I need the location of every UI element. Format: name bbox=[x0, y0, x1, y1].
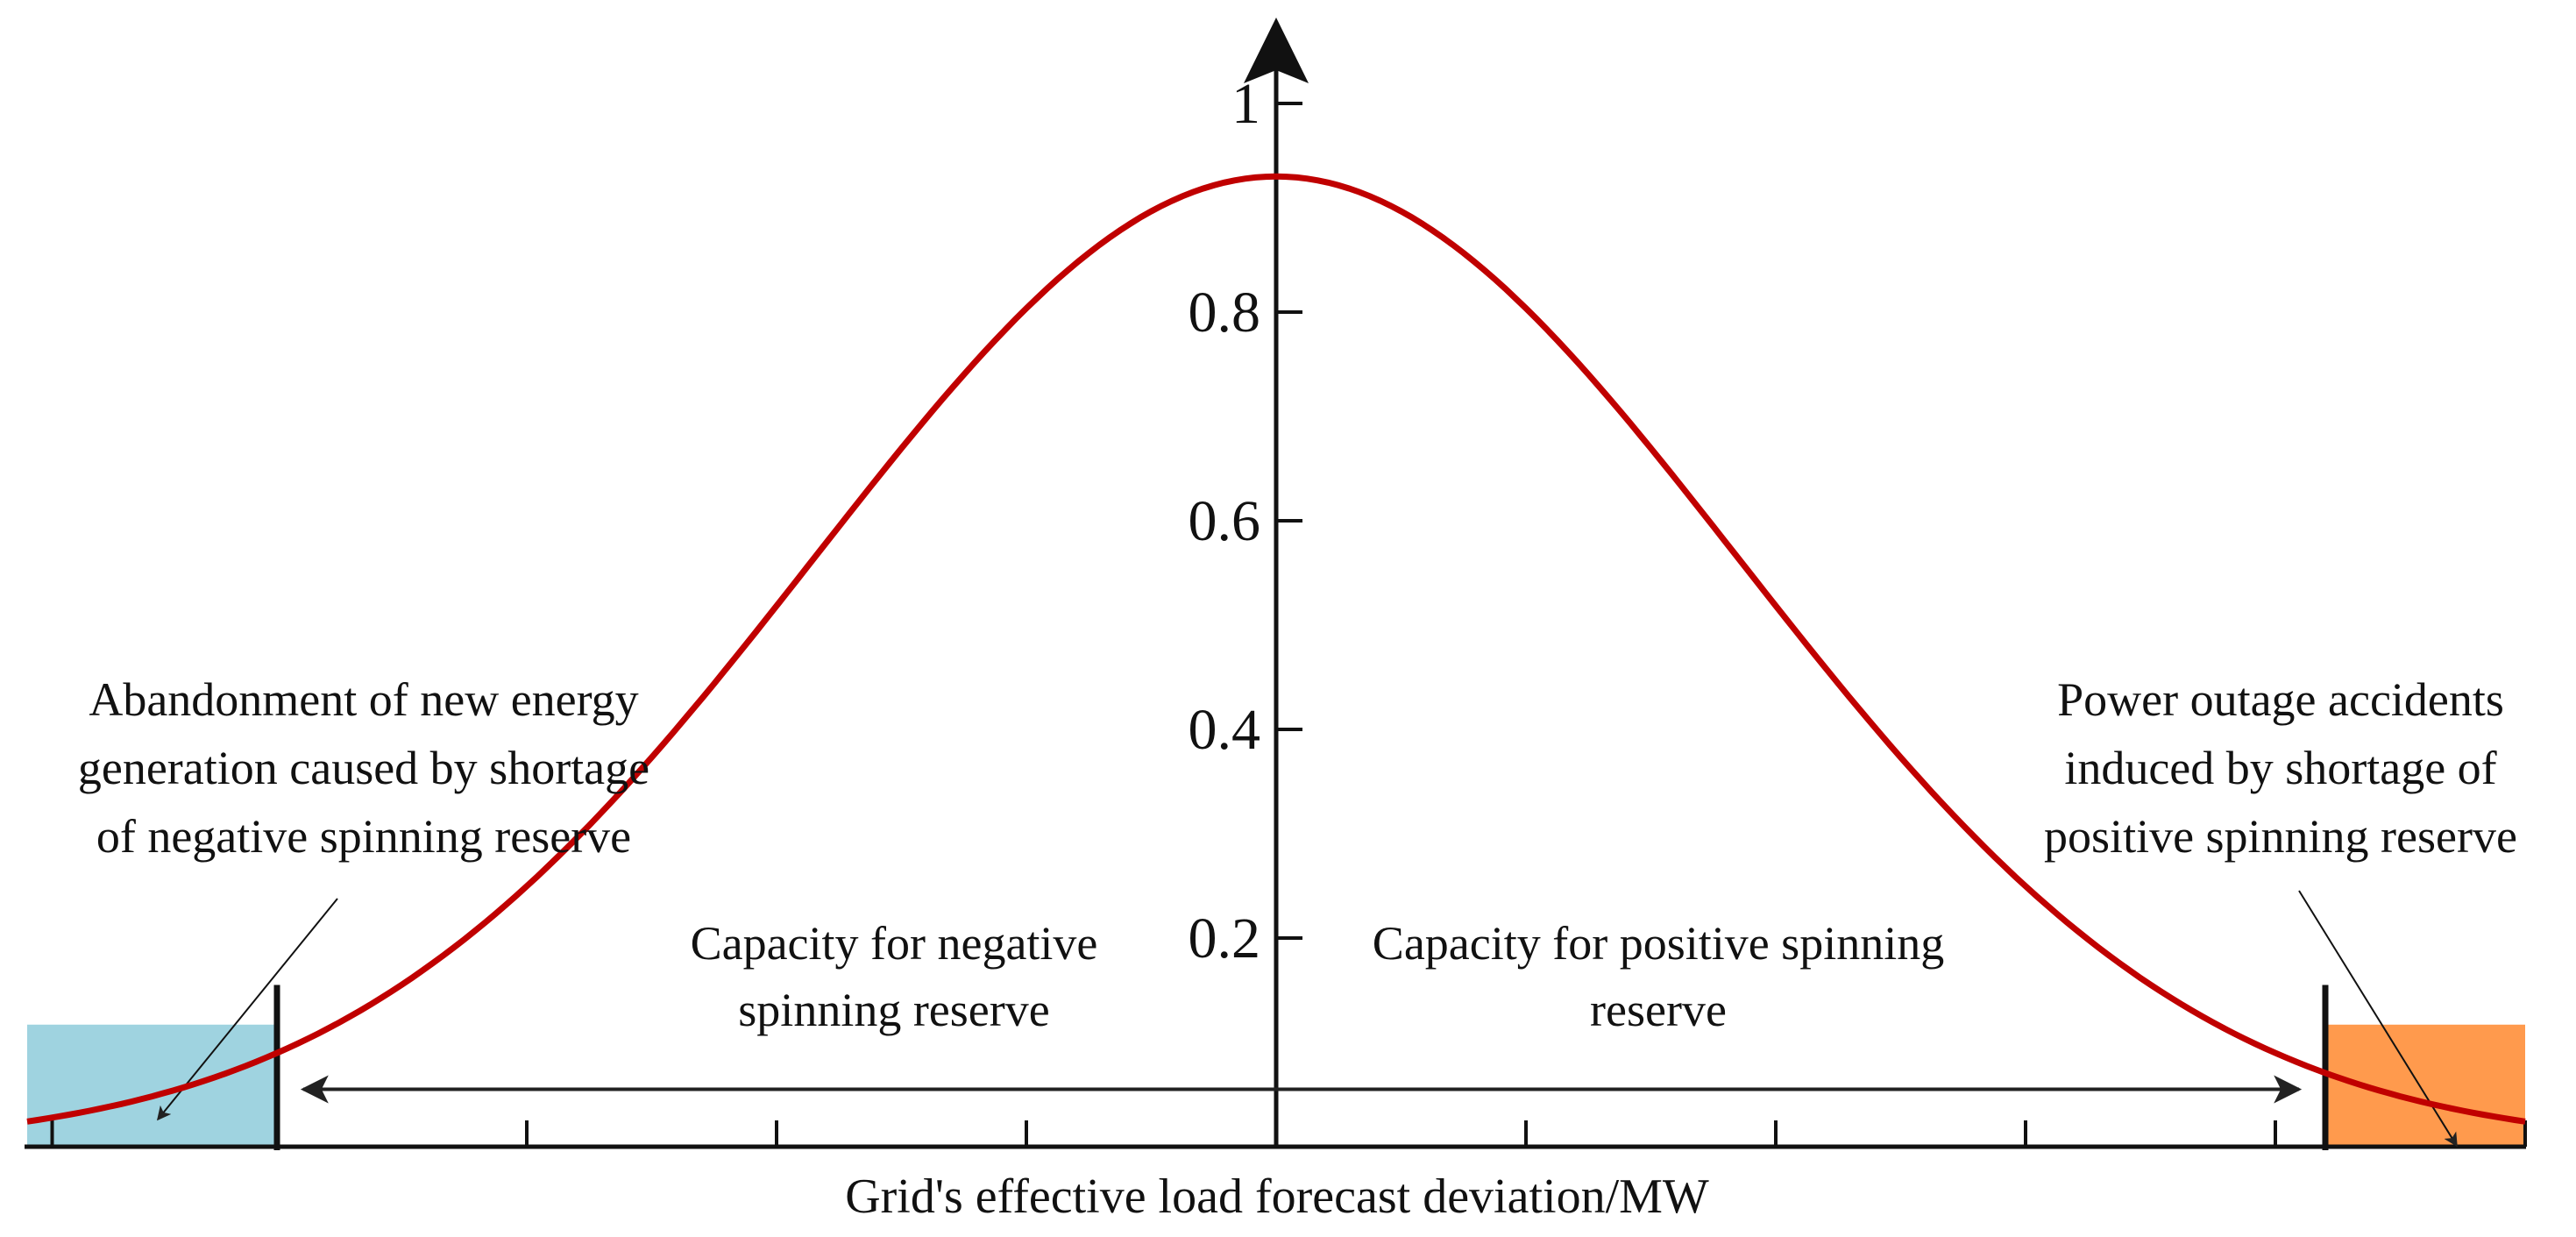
positive-shortage-label-line3: positive spinning reserve bbox=[2044, 810, 2517, 863]
negative-capacity-label-line2: spinning reserve bbox=[738, 984, 1049, 1036]
negative-capacity-label-line1: Capacity for negative bbox=[691, 917, 1098, 970]
distribution-curve bbox=[26, 173, 2526, 1125]
x-axis-title: Grid's effective load forecast deviation… bbox=[845, 1169, 1709, 1224]
negative-shortage-label-line1: Abandonment of new energy bbox=[89, 673, 638, 726]
negative-shortage-label-line3: of negative spinning reserve bbox=[96, 810, 631, 863]
x-ticks bbox=[50, 1120, 2527, 1147]
negative-shortage-region bbox=[27, 1024, 277, 1147]
y-ticks: 0.2 0.4 0.6 0.8 1 bbox=[1189, 72, 1302, 970]
positive-shortage-label-line1: Power outage accidents bbox=[2057, 673, 2504, 726]
y-axis-arrowhead bbox=[1244, 18, 1309, 83]
y-tick-label: 1 bbox=[1231, 72, 1260, 136]
y-tick-label: 0.6 bbox=[1189, 489, 1261, 553]
y-tick-label: 0.2 bbox=[1189, 906, 1261, 970]
positive-capacity-label-line2: reserve bbox=[1590, 984, 1727, 1036]
positive-shortage-label-line2: induced by shortage of bbox=[2064, 742, 2496, 794]
negative-shortage-label-line2: generation caused by shortage bbox=[78, 742, 649, 794]
negative-shortage-pointer bbox=[156, 898, 338, 1121]
y-tick-label: 0.8 bbox=[1189, 281, 1261, 345]
positive-capacity-label-line1: Capacity for positive spinning bbox=[1373, 917, 1944, 970]
y-tick-label: 0.4 bbox=[1189, 698, 1261, 762]
